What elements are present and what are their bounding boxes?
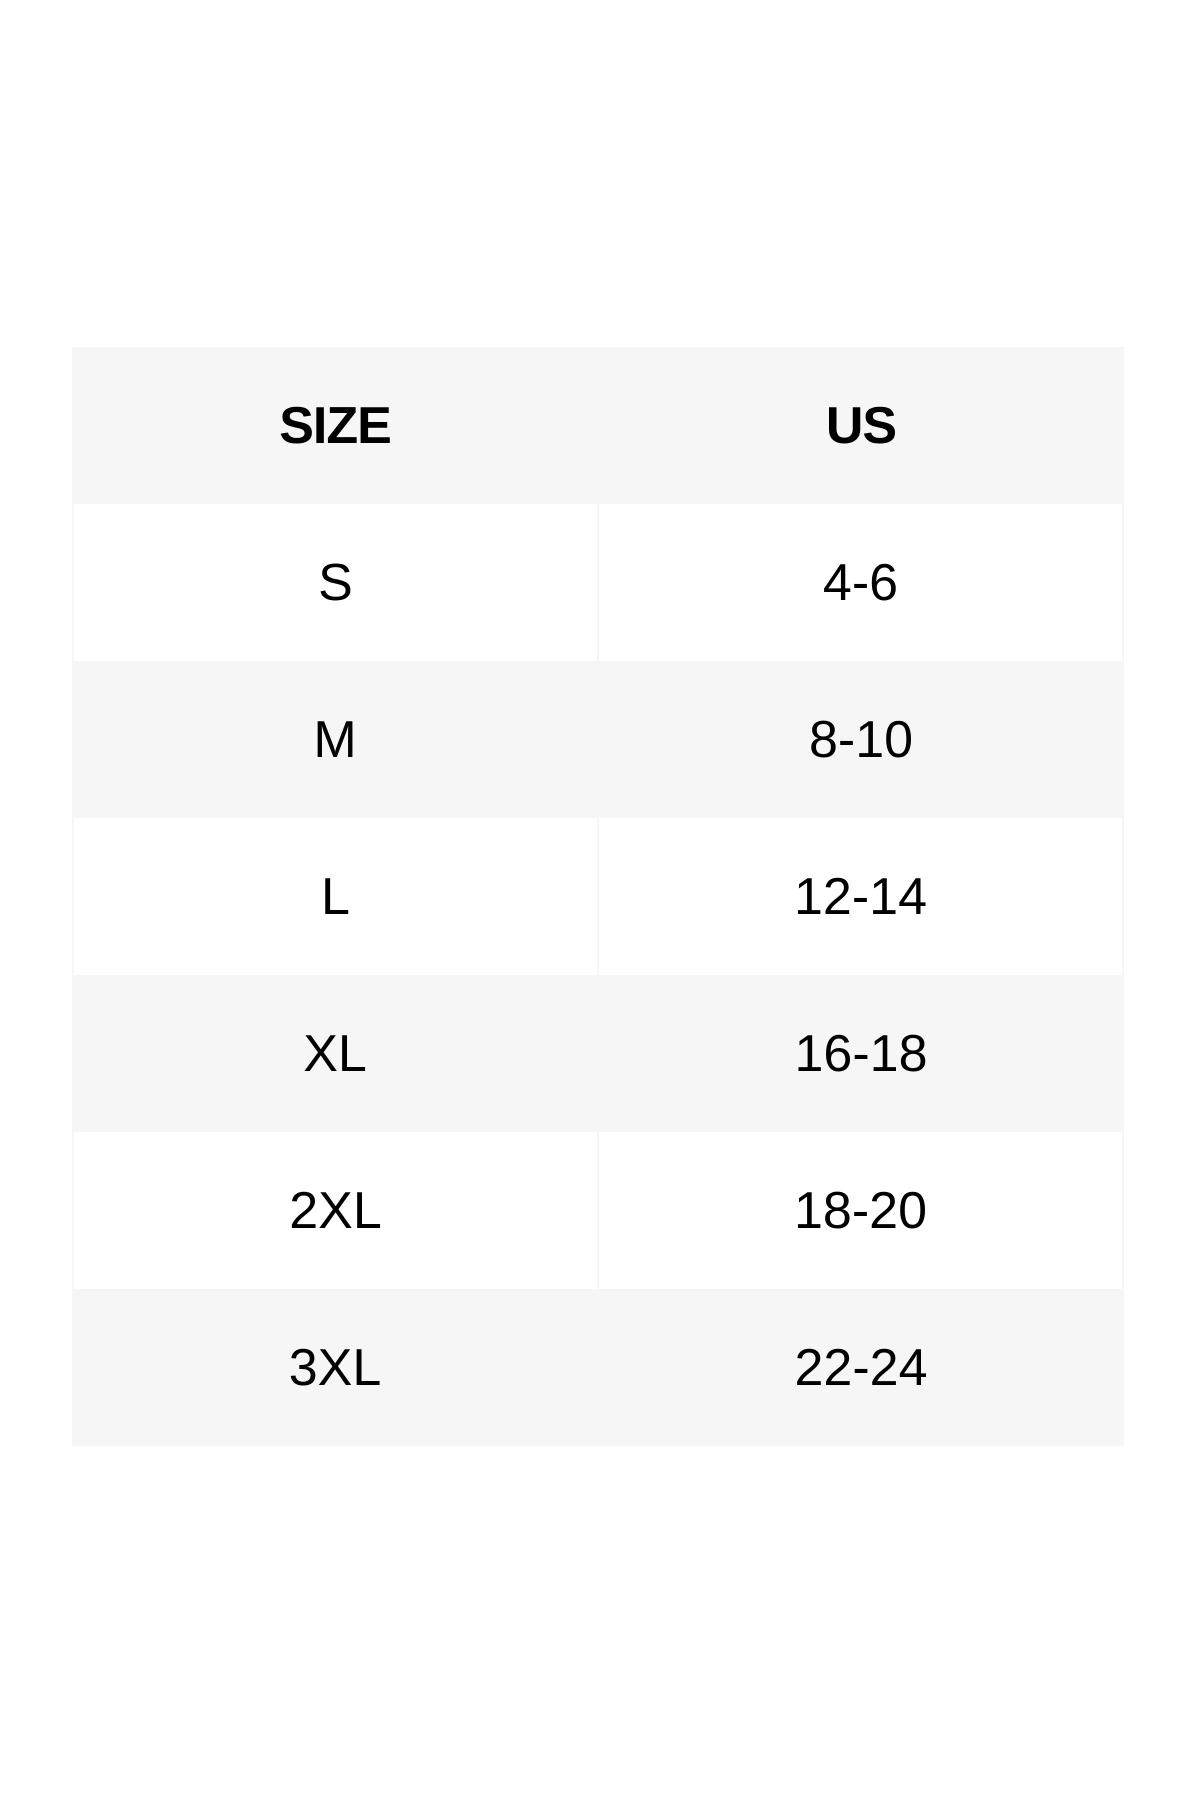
table-header-row: SIZE US (72, 347, 1124, 504)
header-us: US (825, 396, 897, 455)
table-row: S 4-6 (72, 504, 1124, 661)
us-cell: 12-14 (599, 818, 1122, 975)
us-cell: 18-20 (599, 1132, 1122, 1289)
us-cell: 22-24 (794, 1338, 928, 1397)
table-row: 2XL 18-20 (72, 1132, 1124, 1289)
size-chart-table: SIZE US S 4-6 M 8-10 L 12-14 XL 16-18 2X… (72, 347, 1124, 1446)
size-cell: 3XL (288, 1338, 382, 1397)
us-cell: 8-10 (808, 710, 914, 769)
size-cell: S (74, 504, 597, 661)
us-cell: 16-18 (794, 1024, 928, 1083)
us-cell: 4-6 (599, 504, 1122, 661)
table-row: M 8-10 (72, 661, 1124, 818)
size-cell: L (74, 818, 597, 975)
table-row: 3XL 22-24 (72, 1289, 1124, 1446)
table-row: L 12-14 (72, 818, 1124, 975)
header-size: SIZE (279, 396, 392, 455)
size-cell: XL (303, 1024, 367, 1083)
table-row: XL 16-18 (72, 975, 1124, 1132)
size-cell: 2XL (74, 1132, 597, 1289)
size-cell: M (313, 710, 357, 769)
